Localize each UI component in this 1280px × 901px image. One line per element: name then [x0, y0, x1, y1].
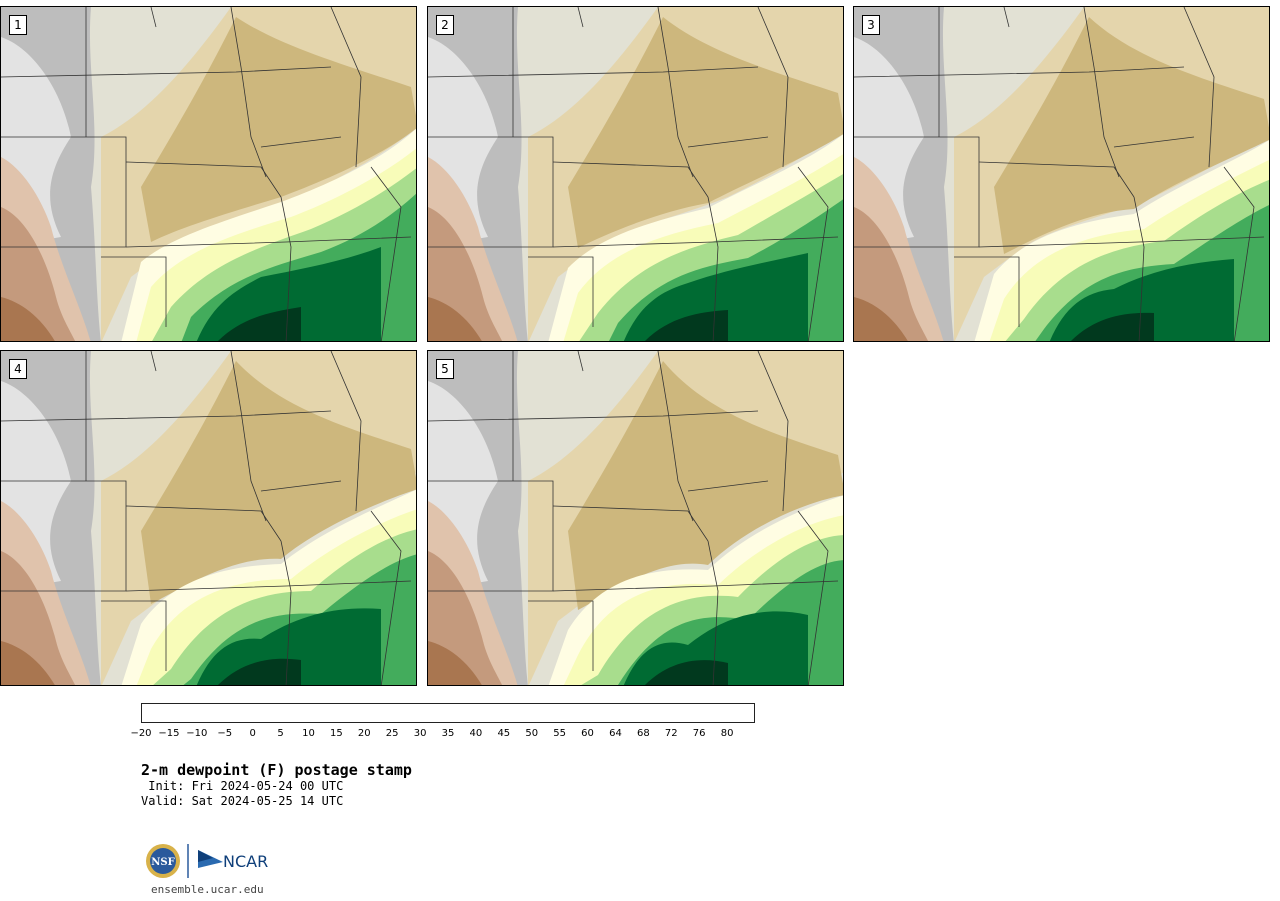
colorbar-tick-label: 60 [581, 728, 594, 739]
colorbar-tick-label: 10 [302, 728, 315, 739]
panel-number-label: 4 [9, 359, 27, 379]
chart-title: 2-m dewpoint (F) postage stamp [141, 761, 412, 779]
colorbar-tick-label: 20 [357, 728, 371, 739]
ncar-logo-icon: NCAR [198, 850, 268, 871]
dewpoint-map-1 [1, 7, 416, 341]
nsf-logo-text: NSF [151, 857, 174, 868]
colorbar-tick-label: 72 [664, 728, 678, 739]
postage-stamp-panel-2: 2 [427, 6, 844, 342]
colorbar-tick-label: −5 [217, 728, 233, 739]
colorbar-tick-label: 40 [469, 728, 483, 739]
postage-stamp-panel-5: 5 [427, 350, 844, 686]
valid-time: Valid: Sat 2024-05-25 14 UTC [141, 794, 344, 808]
colorbar-tick-label: −20 [130, 728, 152, 739]
website-url: ensemble.ucar.edu [151, 883, 264, 896]
postage-stamp-panel-1: 1 [0, 6, 417, 342]
colorbar-tick-label: −10 [186, 728, 208, 739]
colorbar-tick-label: 55 [553, 728, 566, 739]
dewpoint-map-2 [428, 7, 843, 341]
colorbar-tick-label: 5 [277, 728, 284, 739]
ncar-logo-text: NCAR [223, 852, 268, 871]
colorbar-tick-label: 64 [609, 728, 622, 739]
colorbar-tick-label: 80 [720, 728, 734, 739]
colorbar-tick-label: 50 [525, 728, 539, 739]
logos: NSF NCAR [146, 844, 268, 878]
colorbar-tick-label: 30 [413, 728, 427, 739]
colorbar-tick-label: −15 [158, 728, 180, 739]
colorbar-tick-label: 35 [441, 728, 455, 739]
dewpoint-map-5 [428, 351, 843, 685]
panel-number-label: 1 [9, 15, 27, 35]
colorbar-tick-label: 25 [385, 728, 399, 739]
colorbar-tick-label: 45 [497, 728, 511, 739]
panel-number-label: 2 [436, 15, 454, 35]
colorbar-tick-label: 76 [692, 728, 706, 739]
colorbar-tick-label: 15 [329, 728, 343, 739]
colorbar [141, 703, 755, 723]
panel-number-label: 5 [436, 359, 454, 379]
init-time: Init: Fri 2024-05-24 00 UTC [141, 779, 344, 793]
postage-stamp-panel-4: 4 [0, 350, 417, 686]
dewpoint-map-4 [1, 351, 416, 685]
colorbar-tick-label: 0 [249, 728, 256, 739]
panel-number-label: 3 [862, 15, 880, 35]
nsf-logo-icon: NSF [146, 844, 180, 878]
dewpoint-map-3 [854, 7, 1269, 341]
colorbar-tick-label: 68 [636, 728, 650, 739]
postage-stamp-panel-3: 3 [853, 6, 1270, 342]
